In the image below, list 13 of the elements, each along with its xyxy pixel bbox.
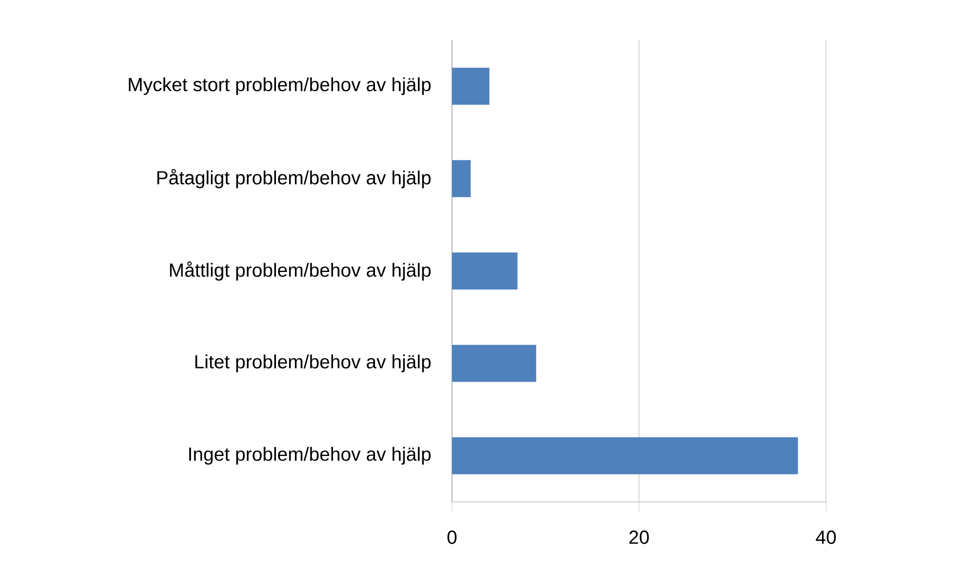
y-tick-label: Påtagligt problem/behov av hjälp — [157, 168, 431, 188]
bar — [452, 437, 798, 474]
bar — [452, 160, 471, 198]
y-tick-label: Mycket stort problem/behov av hjälp — [128, 77, 431, 96]
bar — [452, 68, 490, 105]
bar — [452, 344, 536, 382]
x-tick-label: 40 — [816, 530, 836, 544]
x-tick-label: 0 — [447, 530, 457, 544]
x-tick-label: 20 — [629, 530, 649, 544]
y-tick-label: Inget problem/behov av hjälp — [189, 446, 431, 465]
y-tick-label: Måttligt problem/behov av hjälp — [170, 261, 431, 281]
y-tick-label: Litet problem/behov av hjälp — [195, 354, 431, 372]
bar — [452, 252, 518, 290]
